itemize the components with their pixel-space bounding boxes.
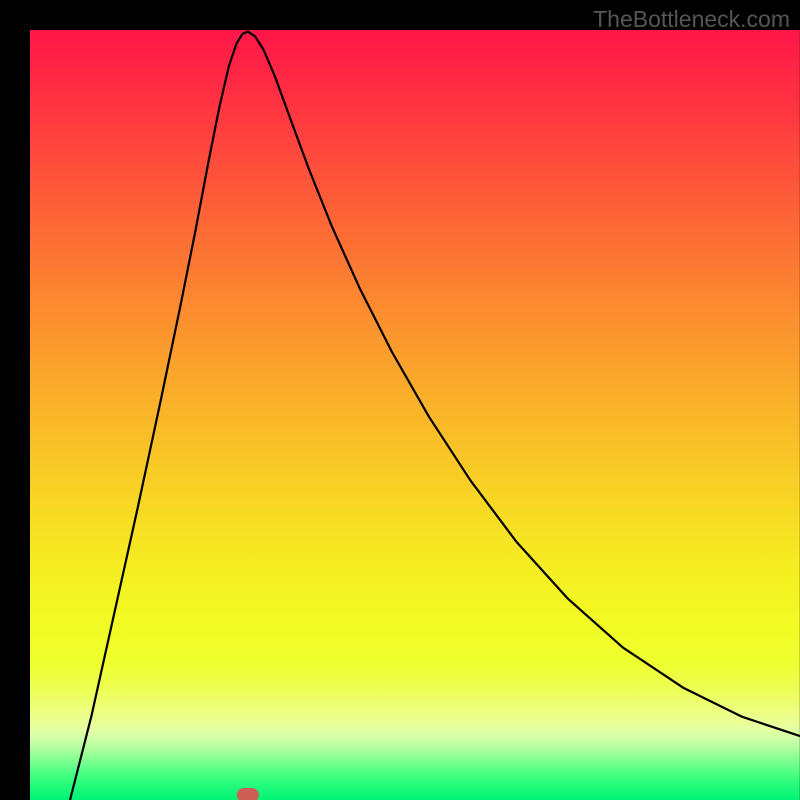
plot-background (30, 30, 800, 800)
bottleneck-curve-chart (0, 0, 800, 800)
chart-container: TheBottleneck.com (0, 0, 800, 800)
optimal-point-marker (237, 788, 259, 800)
